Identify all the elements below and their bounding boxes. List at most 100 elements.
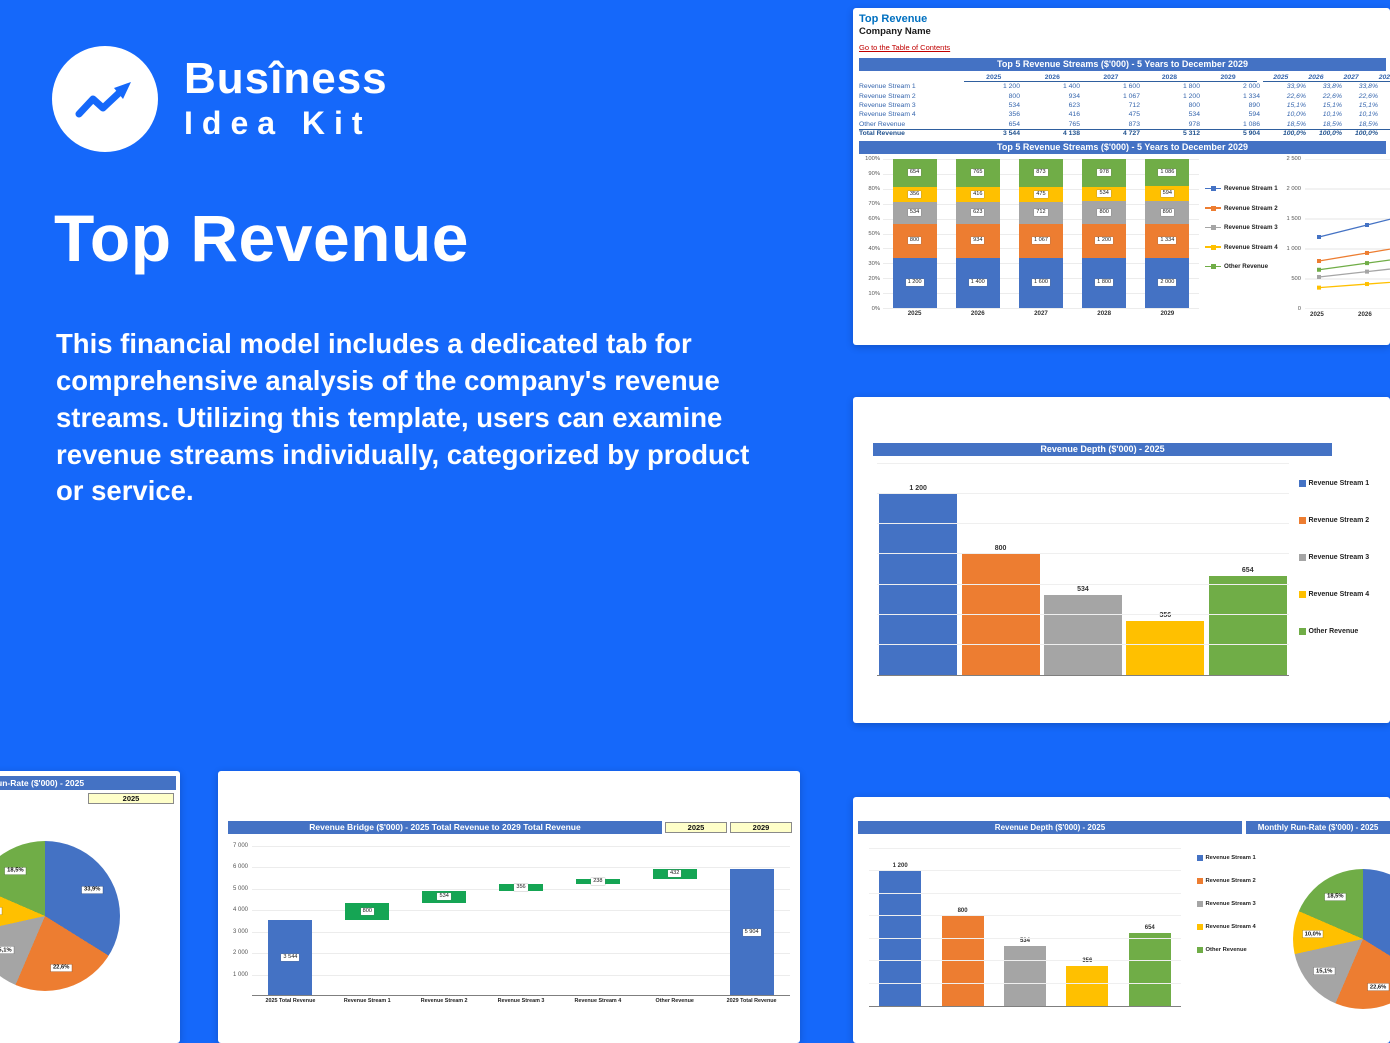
year-selector-cell-end[interactable]: 2029 bbox=[730, 822, 792, 833]
value-label: 1 334 bbox=[1158, 237, 1177, 245]
bar-group: 534 Revenue Stream 2 bbox=[406, 846, 483, 1004]
value-label: 1 067 bbox=[1031, 237, 1050, 245]
bar-group: 654 bbox=[1128, 849, 1171, 1006]
chart-legend: Revenue Stream 1 Revenue Stream 2 Revenue … bbox=[1199, 159, 1279, 312]
x-axis-label: 2025 bbox=[1310, 311, 1324, 319]
value-label: 800 bbox=[907, 237, 922, 245]
y-axis: 2 500 2 000 1 500 1 000 500 0 bbox=[1286, 156, 1301, 313]
bar-group: 534 bbox=[1043, 464, 1122, 675]
value-label: 654 bbox=[907, 169, 922, 177]
depth-and-run-rate-card: Revenue Depth ($'000) - 2025 Monthly Run… bbox=[853, 797, 1390, 1043]
total-bar: 3 544 bbox=[268, 919, 313, 995]
bar-group: 978 534 800 1 200 1 800 2028 bbox=[1082, 159, 1127, 317]
bar-group: 432 Other Revenue bbox=[636, 846, 713, 1004]
revenue-bridge-waterfall-chart: 7 000 6 000 5 000 4 000 3 000 2 000 1 000 3 544… bbox=[224, 843, 790, 1004]
run-rate-pie-chart-small: 33,9%22,6%15,1%10,0%18,5% bbox=[1293, 869, 1390, 1009]
value-label: 654 bbox=[1241, 567, 1254, 575]
value-label: 765 bbox=[971, 169, 985, 177]
bar bbox=[1126, 621, 1205, 675]
value-label: 534 bbox=[1077, 585, 1089, 593]
depth-chart-title-bar: Revenue Depth ($'000) - 2025 bbox=[873, 443, 1332, 456]
table-row: Revenue Stream 4 356 416 475 534 594 10,0% 10,1… bbox=[859, 111, 1378, 119]
brand-logo bbox=[52, 46, 158, 152]
year-selector-cell-start[interactable]: 2025 bbox=[665, 822, 727, 833]
x-axis-label: 2025 bbox=[907, 310, 922, 318]
table-row: Revenue Stream 3 534 623 712 800 890 15,1% 15,1… bbox=[859, 102, 1378, 110]
x-axis-label: 2026 bbox=[1358, 311, 1372, 319]
value-label: 800 bbox=[1097, 209, 1111, 217]
bar-group: 1 086 594 890 1 334 2 000 2029 bbox=[1145, 159, 1190, 317]
bar-group: 873 475 712 1 067 1 600 2027 bbox=[1018, 159, 1063, 317]
legend-marker-icon bbox=[1205, 186, 1221, 192]
value-label: 712 bbox=[1034, 209, 1048, 217]
legend-item: Revenue Stream 3 bbox=[1197, 901, 1256, 907]
bar-segment: 800 bbox=[892, 223, 937, 258]
bar-segment: 873 bbox=[1018, 159, 1063, 187]
pie-slice-label: 22,6% bbox=[50, 964, 72, 972]
bar-segment: 1 200 bbox=[1082, 223, 1127, 258]
bar bbox=[1066, 966, 1109, 1006]
top-revenue-sheet-card: Top Revenue Company Name Go to the Table… bbox=[853, 8, 1390, 345]
delta-bar: 432 bbox=[652, 869, 697, 879]
value-label: 534 bbox=[907, 209, 922, 217]
legend-item: Revenue Stream 2 bbox=[1299, 517, 1369, 524]
legend-marker-icon bbox=[1197, 855, 1203, 861]
bar bbox=[961, 554, 1040, 675]
bar-segment: 890 bbox=[1145, 201, 1190, 224]
bar bbox=[1208, 576, 1287, 675]
value-label: 1 600 bbox=[1031, 279, 1050, 287]
value-label: 475 bbox=[1034, 190, 1048, 198]
legend-item: Revenue Stream 2 bbox=[1205, 205, 1279, 212]
x-axis-label: 2029 Total Revenue bbox=[726, 998, 777, 1004]
value-label: 534 bbox=[1097, 190, 1111, 198]
value-label: 800 bbox=[994, 545, 1007, 553]
company-name: Company Name bbox=[859, 26, 931, 37]
bar-segment: 1 200 bbox=[892, 257, 937, 309]
bar-group: 3 544 2025 Total Revenue bbox=[252, 846, 329, 1004]
depth-small-title-bar: Revenue Depth ($'000) - 2025 bbox=[858, 821, 1242, 834]
bar-segment: 2 000 bbox=[1145, 257, 1190, 309]
value-label: 978 bbox=[1097, 169, 1111, 177]
table-of-contents-link[interactable]: Go to the Table of Contents bbox=[859, 43, 951, 52]
legend-marker-icon bbox=[1205, 244, 1221, 250]
value-label: 3 544 bbox=[281, 953, 300, 961]
legend-item: Revenue Stream 1 bbox=[1205, 185, 1279, 192]
legend-marker-icon bbox=[1205, 225, 1221, 231]
legend-marker-icon bbox=[1299, 480, 1306, 487]
legend-item: Other Revenue bbox=[1205, 263, 1279, 270]
stacked-bar: 1 086 594 890 1 334 2 000 bbox=[1145, 159, 1190, 309]
bar-segment: 654 bbox=[892, 159, 937, 187]
bar-group: 238 Revenue Stream 4 bbox=[559, 846, 636, 1004]
plot-area: 1 200 800 534 356 654 bbox=[877, 463, 1289, 676]
total-bar: 5 904 bbox=[729, 869, 774, 995]
bar-group: 356 Revenue Stream 3 bbox=[483, 846, 560, 1004]
bar-group: 5 904 2029 Total Revenue bbox=[713, 846, 790, 1004]
bridge-title-bar: Revenue Bridge ($'000) - 2025 Total Reve… bbox=[228, 821, 662, 834]
stacked-bar: 765 416 623 934 1 400 bbox=[955, 159, 1000, 309]
bar-group: 654 bbox=[1208, 464, 1287, 675]
trend-arrow-icon bbox=[75, 82, 131, 118]
bar-segment: 800 bbox=[1082, 201, 1127, 224]
legend-item: Revenue Stream 4 bbox=[1205, 244, 1279, 251]
page-title: Top Revenue bbox=[54, 201, 470, 275]
brand-name-line1: Busîness bbox=[184, 53, 388, 103]
bar-group: 1 200 bbox=[879, 464, 958, 675]
run-rate-pie-chart: 33,9% 22,6% 15,1% 10,0% 18,5% bbox=[0, 841, 120, 991]
bar-group: 534 bbox=[1003, 849, 1046, 1006]
bar-segment: 934 bbox=[955, 224, 1000, 258]
bar-segment: 356 bbox=[892, 186, 937, 202]
table-row: Other Revenue 654 765 873 978 1 086 18,5% 18,5%… bbox=[859, 120, 1378, 128]
depth-small-legend: Revenue Stream 1 Revenue Stream 2 Revenue … bbox=[1197, 855, 1256, 953]
pie-slice-label: 18,5% bbox=[5, 867, 26, 875]
value-label: 1 200 bbox=[909, 485, 927, 493]
value-label: 356 bbox=[1159, 612, 1172, 620]
legend-item: Other Revenue bbox=[1197, 947, 1256, 953]
bar-segment: 712 bbox=[1018, 201, 1063, 224]
value-label: 934 bbox=[971, 237, 985, 245]
brand-name: Busîness Idea Kit bbox=[184, 53, 388, 142]
value-label: 534 bbox=[1019, 938, 1030, 945]
year-selector-cell[interactable]: 2025 bbox=[88, 793, 174, 804]
